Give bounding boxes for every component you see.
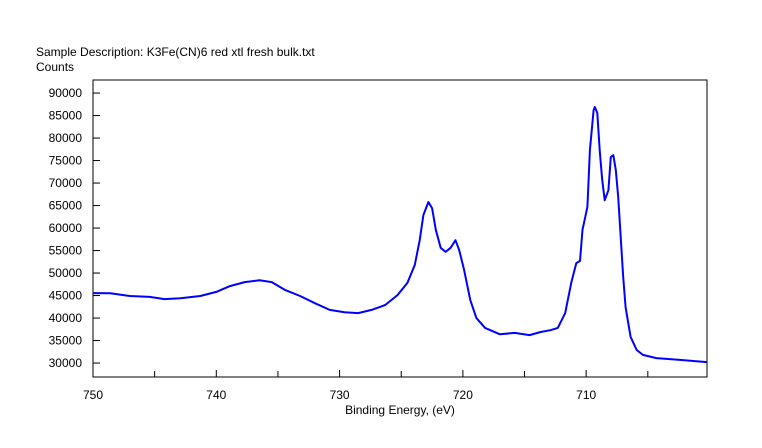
x-tick-label: 720 (453, 388, 473, 402)
y-axis-label: Counts (36, 60, 75, 74)
chart-title: Sample Description: K3Fe(CN)6 red xtl fr… (36, 45, 315, 59)
x-tick-label: 740 (206, 388, 226, 402)
y-tick-label: 40000 (49, 311, 83, 325)
plot-frame (92, 79, 708, 378)
y-tick-label: 30000 (49, 356, 83, 370)
y-tick-label: 55000 (49, 244, 83, 258)
y-tick-label: 90000 (49, 86, 83, 100)
y-tick-label: 60000 (49, 221, 83, 235)
y-tick-label: 65000 (49, 199, 83, 213)
y-tick-label: 80000 (49, 131, 83, 145)
y-tick-label: 75000 (49, 154, 83, 168)
x-axis-label: Binding Energy, (eV) (345, 403, 455, 417)
x-tick-label: 750 (83, 388, 103, 402)
y-tick-label: 50000 (49, 266, 83, 280)
y-tick-label: 70000 (49, 176, 83, 190)
spectrum-line (92, 106, 708, 364)
y-tick-label: 35000 (49, 334, 83, 348)
y-tick-label: 45000 (49, 289, 83, 303)
x-tick-label: 710 (576, 388, 596, 402)
x-tick-label: 730 (330, 388, 350, 402)
y-tick-label: 85000 (49, 109, 83, 123)
